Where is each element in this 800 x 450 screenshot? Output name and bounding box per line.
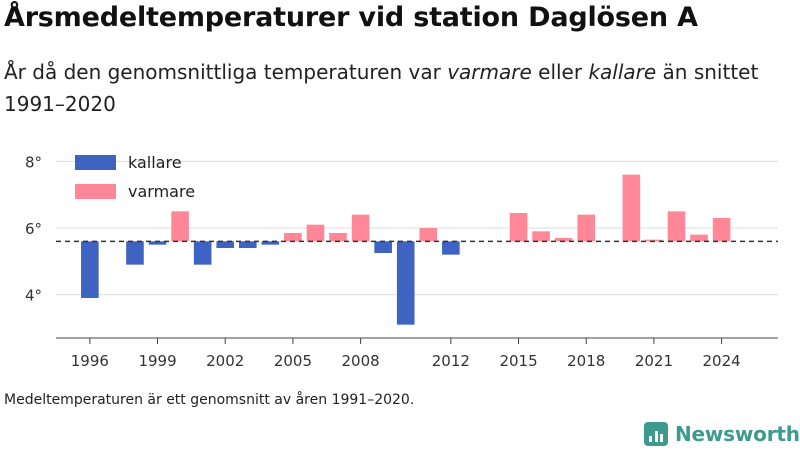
temperature-bar-chart: 4° 6° 8° 1996 1999 2002 2005 2008 2012 2015 2018 20… bbox=[25, 153, 778, 370]
bar-2017 bbox=[554, 238, 573, 242]
bar-2020 bbox=[622, 174, 641, 242]
x-tick-label-2021: 2021 bbox=[635, 352, 673, 370]
legend-swatch-varmare bbox=[75, 184, 116, 199]
bar-2024 bbox=[712, 218, 731, 242]
bar-2002 bbox=[216, 241, 235, 248]
chart-subtitle: År då den genomsnittliga temperaturen va… bbox=[4, 56, 774, 120]
legend-label-kallare: kallare bbox=[128, 153, 182, 172]
x-tick-label-1996: 1996 bbox=[71, 352, 109, 370]
subtitle-cold-word: kallare bbox=[588, 60, 657, 84]
subtitle-text-1: År då den genomsnittliga temperaturen va… bbox=[4, 60, 448, 84]
x-tick-label-1999: 1999 bbox=[138, 352, 176, 370]
bar-2012 bbox=[442, 241, 460, 255]
bar-2005 bbox=[284, 233, 302, 242]
x-tick-label-2024: 2024 bbox=[703, 352, 741, 370]
newsworthy-logo: Newsworthy bbox=[644, 420, 800, 448]
x-tick-label-2012: 2012 bbox=[432, 352, 470, 370]
newsworthy-logo-icon bbox=[644, 422, 668, 446]
subtitle-warm-word: varmare bbox=[447, 60, 532, 84]
x-tick-label-2015: 2015 bbox=[499, 352, 537, 370]
bar-2001 bbox=[193, 241, 212, 265]
bar-1999 bbox=[148, 241, 167, 245]
legend-swatch-kallare bbox=[75, 155, 116, 170]
logo-text: Newsworthy bbox=[675, 422, 800, 446]
bar-2010 bbox=[396, 241, 415, 325]
bar-2016 bbox=[532, 231, 550, 242]
bar-2004 bbox=[261, 241, 280, 245]
bar-2007 bbox=[329, 233, 347, 242]
bar-2008 bbox=[351, 214, 370, 242]
bar-2022 bbox=[667, 211, 686, 242]
subtitle-text-2: eller bbox=[531, 60, 589, 84]
x-tick-label-2008: 2008 bbox=[342, 352, 380, 370]
y-tick-label-8: 8° bbox=[25, 153, 42, 171]
bar-2015 bbox=[509, 213, 528, 242]
bar-1998 bbox=[126, 241, 144, 265]
bar-2006 bbox=[306, 224, 325, 242]
bar-2000 bbox=[171, 211, 189, 242]
chart-title: Årsmedeltemperaturer vid station Daglöse… bbox=[4, 2, 698, 33]
x-tick-label-2018: 2018 bbox=[567, 352, 605, 370]
bars bbox=[81, 174, 731, 325]
footnote: Medeltemperaturen är ett genomsnitt av å… bbox=[4, 392, 415, 408]
bar-2018 bbox=[577, 214, 596, 242]
y-tick-label-6: 6° bbox=[25, 220, 42, 238]
bar-1996 bbox=[81, 241, 99, 298]
bar-2023 bbox=[690, 234, 708, 242]
legend-label-varmare: varmare bbox=[128, 182, 195, 201]
axes: 4° 6° 8° 1996 1999 2002 2005 2008 2012 2015 2018 20… bbox=[25, 153, 778, 370]
x-tick-label-2002: 2002 bbox=[206, 352, 244, 370]
bar-2003 bbox=[238, 241, 257, 248]
bar-2011 bbox=[419, 228, 438, 242]
legend: kallare varmare bbox=[75, 153, 195, 201]
x-tick-label-2005: 2005 bbox=[274, 352, 312, 370]
y-tick-label-4: 4° bbox=[25, 287, 42, 305]
bar-2021 bbox=[645, 239, 663, 242]
bar-2009 bbox=[374, 241, 392, 253]
subtitle-text-3: än snittet 1991–2020 bbox=[4, 60, 759, 116]
